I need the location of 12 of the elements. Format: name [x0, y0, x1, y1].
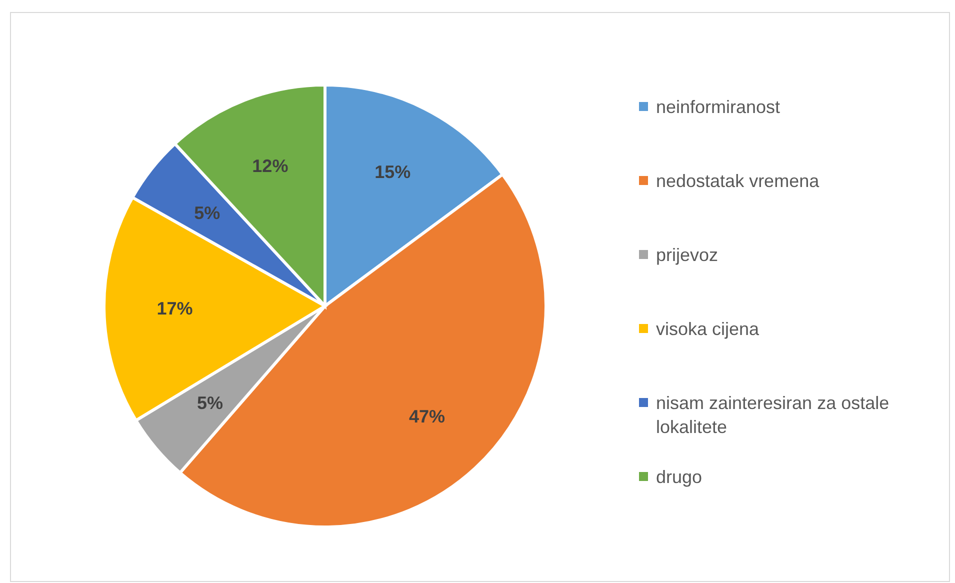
data-label: 5% [197, 392, 224, 413]
legend-label: prijevoz [656, 244, 718, 267]
data-label: 17% [156, 298, 193, 318]
legend-label: neinformiranost [656, 96, 780, 119]
data-label: 47% [409, 406, 446, 426]
data-label: 12% [252, 156, 288, 176]
data-label: 15% [374, 162, 411, 182]
legend-label: nisam zainteresiran za ostale lokalitete [656, 392, 890, 439]
legend-label: visoka cijena [656, 318, 760, 341]
legend-label: nedostatak vremena [656, 170, 820, 193]
legend-label: drugo [656, 466, 702, 489]
data-label: 5% [194, 202, 220, 223]
